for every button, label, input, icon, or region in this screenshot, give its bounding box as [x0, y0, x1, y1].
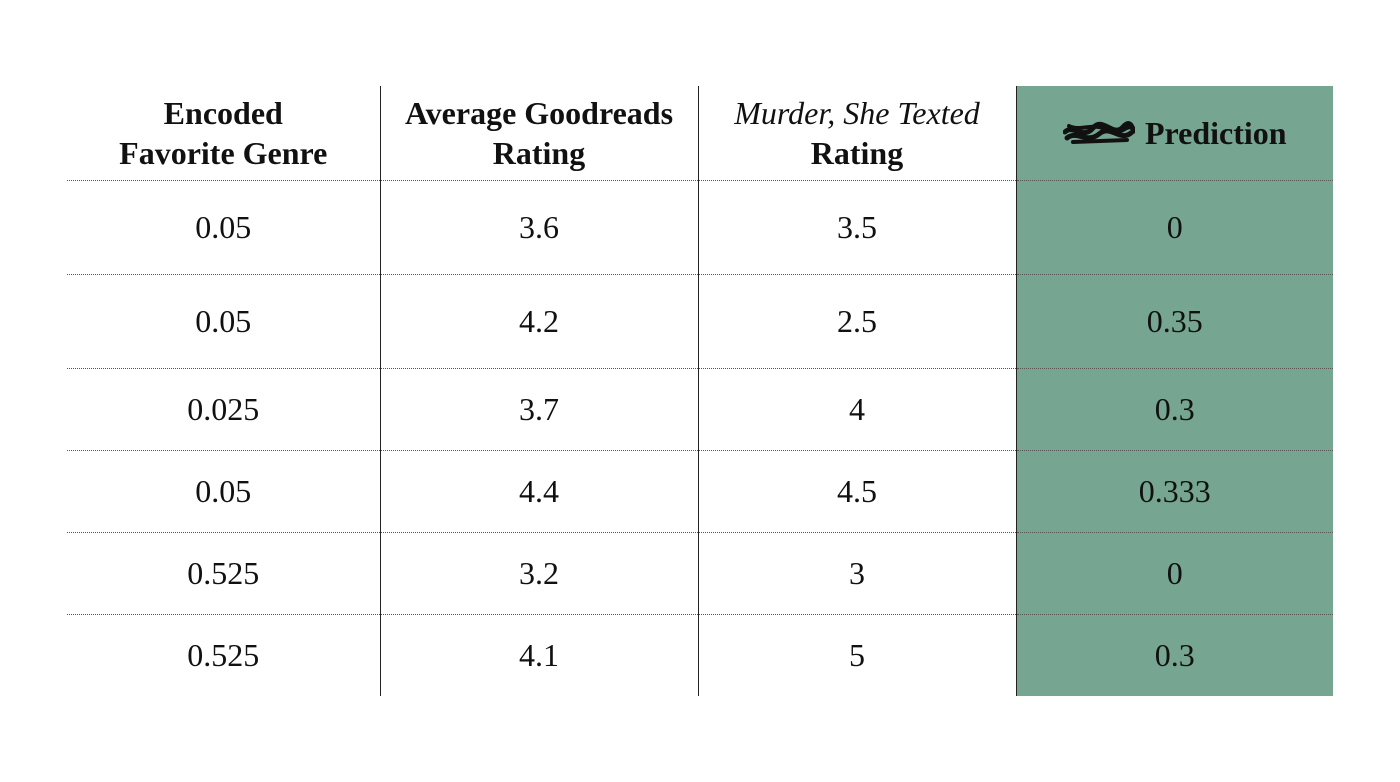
header-murder-she-texted-rating: Murder, She Texted Rating — [698, 86, 1017, 181]
cell-mst-rating: 4.5 — [698, 450, 1017, 533]
table-row: 0.025 3.7 4 0.3 — [67, 368, 1333, 451]
header-goodreads-line-1: Average Goodreads — [404, 95, 674, 131]
header-encoded-favorite-genre: Encoded Favorite Genre — [67, 86, 381, 181]
header-book-title: Murder, She Texted — [734, 95, 980, 131]
scribble-redaction-icon — [1062, 118, 1135, 148]
cell-prediction: 0.3 — [1016, 614, 1333, 696]
table-row: 0.05 4.2 2.5 0.35 — [67, 274, 1333, 369]
data-table-container: Encoded Favorite Genre Average Goodreads… — [67, 86, 1333, 696]
cell-genre: 0.525 — [67, 532, 381, 615]
header-book-rating: Rating — [810, 135, 904, 171]
cell-goodreads: 4.2 — [380, 274, 699, 369]
header-average-goodreads-rating: Average Goodreads Rating — [380, 86, 699, 181]
table-row: 0.525 3.2 3 0 — [67, 532, 1333, 615]
cell-genre: 0.05 — [67, 450, 381, 533]
header-prediction: Prediction — [1016, 86, 1333, 181]
cell-goodreads: 3.7 — [380, 368, 699, 451]
cell-prediction: 0 — [1016, 532, 1333, 615]
cell-mst-rating: 5 — [698, 614, 1017, 696]
cell-goodreads: 4.1 — [380, 614, 699, 696]
table-row: 0.05 4.4 4.5 0.333 — [67, 450, 1333, 533]
cell-mst-rating: 2.5 — [698, 274, 1017, 369]
cell-goodreads: 4.4 — [380, 450, 699, 533]
header-prediction-label: Prediction — [1144, 115, 1287, 151]
cell-mst-rating: 3.5 — [698, 180, 1017, 275]
cell-genre: 0.05 — [67, 180, 381, 275]
cell-goodreads: 3.6 — [380, 180, 699, 275]
cell-goodreads: 3.2 — [380, 532, 699, 615]
table-row: 0.05 3.6 3.5 0 — [67, 180, 1333, 275]
header-goodreads-line-2: Rating — [492, 135, 586, 171]
header-genre-line-2: Favorite Genre — [119, 135, 328, 171]
cell-prediction: 0.333 — [1016, 450, 1333, 533]
header-genre-line-1: Encoded — [163, 95, 283, 131]
cell-mst-rating: 4 — [698, 368, 1017, 451]
ratings-table: Encoded Favorite Genre Average Goodreads… — [67, 86, 1333, 696]
cell-prediction: 0 — [1016, 180, 1333, 275]
cell-prediction: 0.35 — [1016, 274, 1333, 369]
cell-mst-rating: 3 — [698, 532, 1017, 615]
table-row: 0.525 4.1 5 0.3 — [67, 614, 1333, 696]
cell-genre: 0.525 — [67, 614, 381, 696]
cell-genre: 0.025 — [67, 368, 381, 451]
cell-genre: 0.05 — [67, 274, 381, 369]
cell-prediction: 0.3 — [1016, 368, 1333, 451]
header-row: Encoded Favorite Genre Average Goodreads… — [67, 86, 1333, 181]
